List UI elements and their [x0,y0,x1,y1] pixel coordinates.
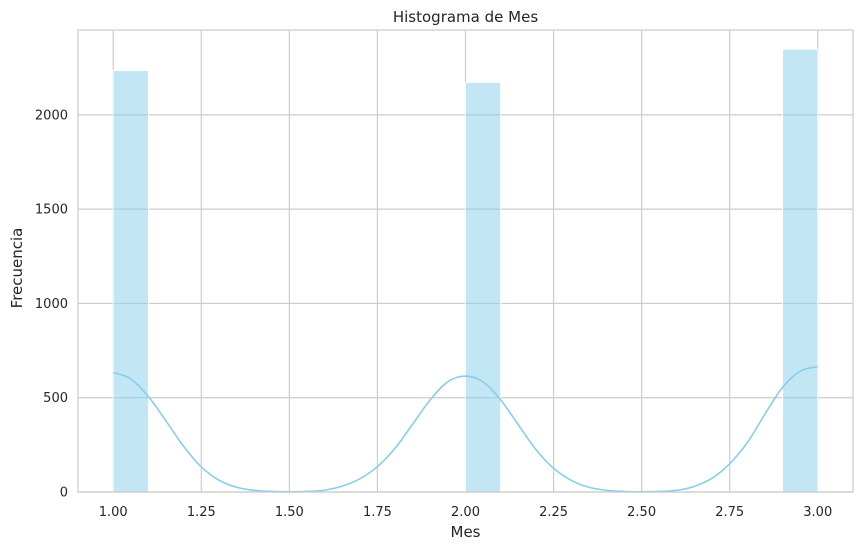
x-axis-label: Mes [451,523,481,541]
x-tick-label: 2.25 [539,505,568,520]
y-axis-label: Frecuencia [8,228,26,309]
x-axis-ticks: 1.00 1.25 1.50 1.75 2.00 2.25 2.50 2.75 3.00 [99,505,832,520]
x-tick-label: 2.00 [451,505,480,520]
histogram-bars [112,48,819,493]
x-tick-label: 2.50 [627,505,656,520]
kde-curve [112,365,818,493]
y-tick-label: 500 [43,391,68,406]
histogram-bar [782,48,819,493]
y-tick-label: 1000 [35,297,68,312]
y-axis-ticks: 0 500 1000 1500 2000 [35,108,68,500]
plot-frame [77,29,854,493]
y-tick-label: 2000 [35,108,68,123]
histogram-bar [112,70,149,493]
y-tick-label: 1500 [35,203,68,218]
x-tick-label: 3.00 [803,505,832,520]
x-tick-label: 1.50 [275,505,304,520]
histogram-bar [465,81,502,493]
x-tick-label: 1.25 [187,505,216,520]
chart-title: Histograma de Mes [393,8,538,26]
x-tick-label: 1.00 [99,505,128,520]
x-tick-label: 2.75 [715,505,744,520]
x-tick-label: 1.75 [363,505,392,520]
y-tick-label: 0 [60,486,68,501]
